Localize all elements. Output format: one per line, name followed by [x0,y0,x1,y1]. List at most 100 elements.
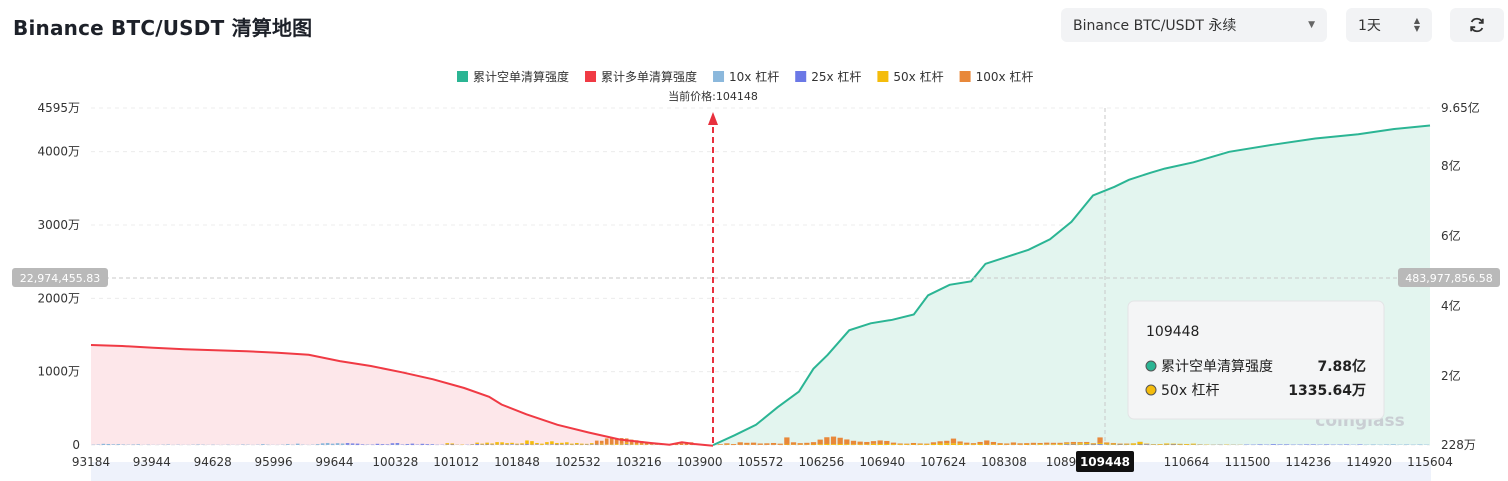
bar-lev25 [1144,444,1150,445]
bar-lev25 [385,444,390,445]
bar-lev50 [870,443,877,445]
bar-lev50 [990,444,997,445]
bar-lev100 [1037,442,1043,444]
bar-lev50 [1170,443,1176,445]
bar-lev100 [864,441,870,445]
bar-lev50 [1177,443,1183,445]
bar-lev50 [1097,442,1103,445]
refresh-button[interactable] [1450,8,1504,42]
legend-label: 累计多单清算强度 [601,69,697,84]
bar-lev100 [1064,442,1070,444]
bar-lev10 [1403,444,1410,445]
pair-select[interactable]: Binance BTC/USDT 永续 ▼ [1061,8,1327,42]
bar-lev25 [1170,444,1176,445]
bar-lev50 [810,444,817,445]
bar-lev100 [937,441,943,444]
bar-lev50 [997,444,1003,445]
y-tick-right: 6亿 [1441,228,1461,243]
bar-lev25 [425,444,430,445]
bar-lev50 [784,444,790,445]
bar-lev25 [1070,444,1077,445]
bar-lev50 [485,442,489,445]
bar-lev25 [395,443,400,445]
bar-lev50 [490,443,494,445]
bar-lev25 [594,444,599,445]
bar-lev25 [380,444,385,445]
bar-lev25 [375,443,380,445]
bar-lev10 [196,444,200,445]
y-tick-right: 8亿 [1441,158,1461,173]
legend-swatch [795,71,807,82]
bar-lev50 [904,444,910,445]
bar-lev50 [475,442,479,444]
bar-lev100 [1070,441,1077,444]
bar-lev50 [450,443,455,445]
bar-lev100 [1084,441,1090,443]
bar-lev100 [884,440,890,444]
bar-lev100 [614,439,619,444]
bar-lev100 [897,443,903,445]
bar-lev50 [585,443,589,445]
bar-lev25 [345,443,350,445]
bar-lev25 [535,444,539,445]
bar-lev50 [910,444,917,445]
bar-lev50 [877,443,883,445]
bar-lev50 [977,443,983,445]
y-tick-left: 4000万 [37,145,80,159]
bar-lev10 [131,444,136,445]
bar-lev50 [619,443,624,445]
y-tick-left: 2000万 [37,291,80,305]
bar-lev25 [525,444,529,445]
y-tick-right: 4亿 [1441,298,1461,313]
bar-lev25 [1097,444,1103,445]
bar-lev50 [604,444,609,445]
bar-lev50 [1024,444,1030,445]
legend-swatch [877,71,889,82]
bar-lev25 [485,444,489,445]
bar-lev25 [1257,444,1263,445]
bar-lev50 [1064,443,1070,445]
liquidation-chart[interactable]: 当前价格:104148 累计空单清算强度 累计多单清算强度 10x 杠杆 25x 杠杆… [0,60,1508,481]
bar-lev50 [1057,443,1063,445]
bar-lev100 [950,438,957,444]
bar-lev100 [777,443,783,445]
bar-lev100 [857,441,863,445]
bar-lev100 [764,443,770,445]
bar-lev50 [1117,443,1123,445]
bar-lev10 [96,444,101,445]
bar-lev50 [614,443,619,445]
legend-swatch [959,71,971,82]
bar-lev50 [824,443,830,445]
bar-lev10 [101,443,106,445]
bar-lev25 [1357,444,1363,445]
bar-lev50 [624,442,629,445]
bar-lev100 [784,437,790,445]
bar-lev100 [1090,443,1097,444]
bar-lev25 [1343,444,1350,445]
updown-icon: ▲ ▼ [1413,16,1420,33]
legend-swatch [585,71,597,82]
bar-lev10 [121,444,126,445]
period-select[interactable]: 1天 ▲ ▼ [1346,8,1432,42]
current-price-label: 当前价格:104148 [668,89,758,103]
x-tick-label: 93184 [72,455,110,469]
bar-lev50 [540,443,544,445]
bar-lev25 [624,444,629,445]
bar-lev100 [804,442,810,445]
bar-lev100 [1004,443,1010,445]
bar-lev100 [1104,442,1110,444]
bar-lev50 [594,443,599,445]
tooltip-row-value: 1335.64万 [1288,383,1366,399]
bar-lev100 [744,442,750,445]
bar-lev50 [897,444,903,445]
bar-lev10 [320,443,325,445]
bar-lev10 [1417,444,1423,445]
bar-lev10 [241,444,245,445]
bar-lev50 [864,444,870,445]
x-tick-label: 105572 [738,455,784,469]
y-tick-left: 3000万 [37,218,80,232]
bar-lev50 [609,443,614,445]
bar-lev25 [1310,444,1316,445]
bar-lev10 [1390,444,1396,445]
pair-select-value: Binance BTC/USDT 永续 [1073,18,1237,34]
